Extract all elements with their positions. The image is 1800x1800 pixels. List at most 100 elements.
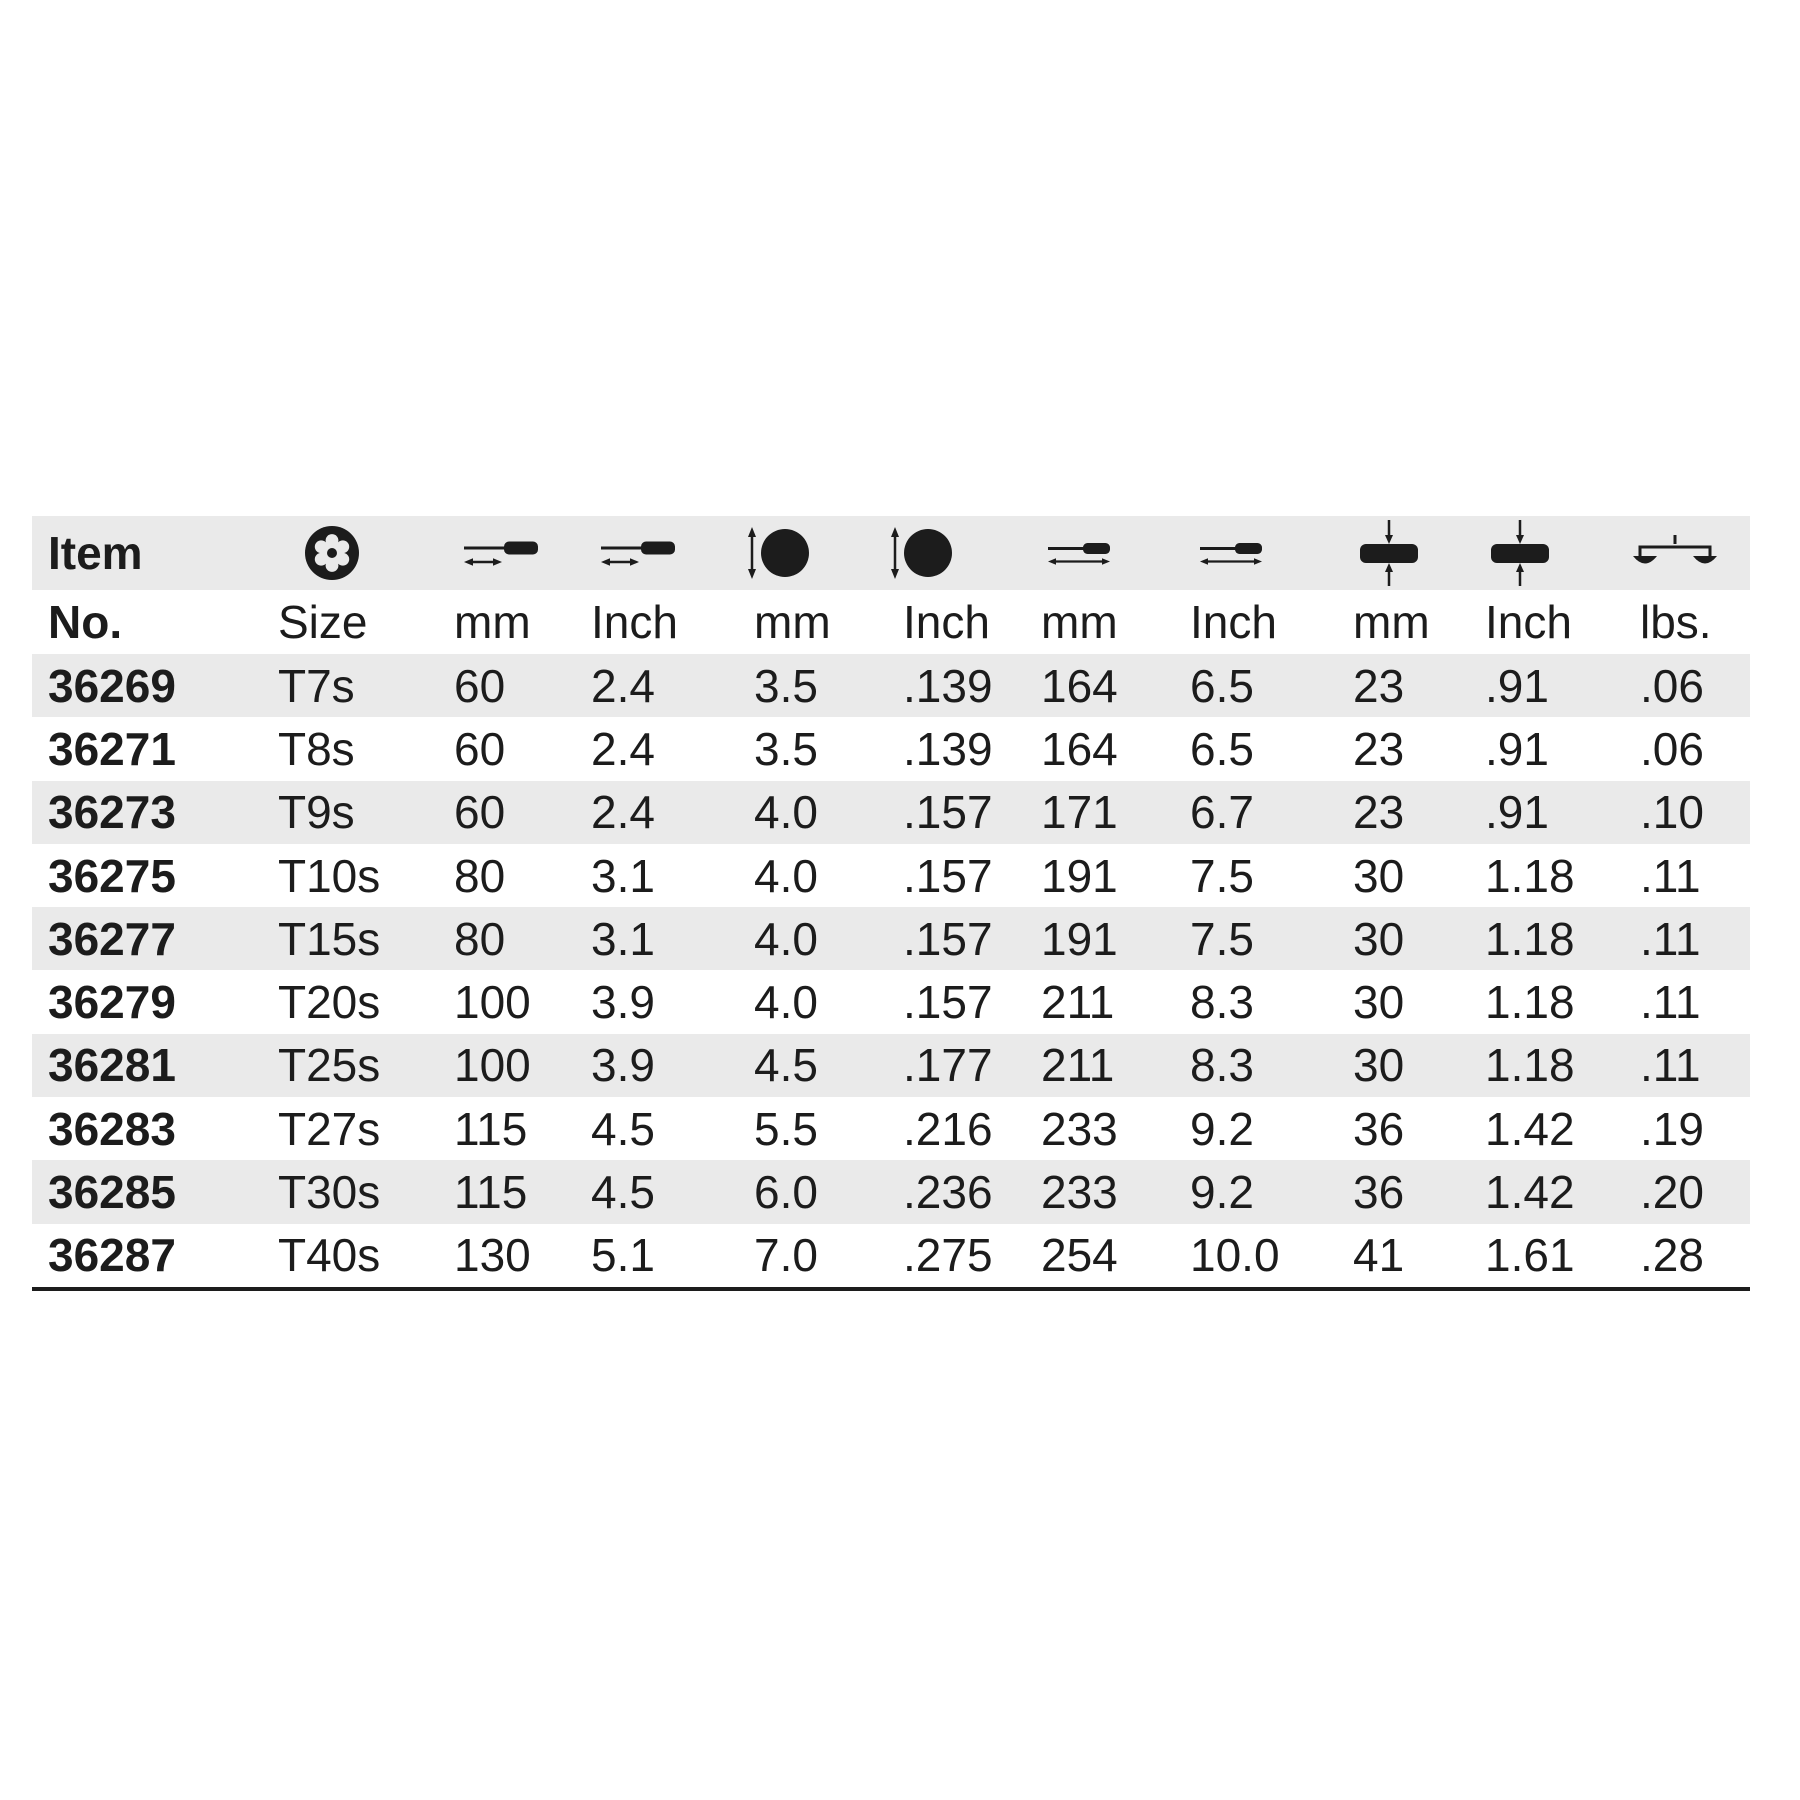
cell-overall-length-inch: 8.3 (1190, 1039, 1254, 1092)
cell-handle-diameter-inch: 1.42 (1485, 1166, 1575, 1219)
table-header-icon-row: Item (32, 516, 1750, 590)
cell-blade-diameter-mm: 4.0 (754, 786, 818, 839)
table-row: 36271 T8s 60 2.4 3.5 .139 164 6.5 23 .91 .06 (32, 717, 1750, 781)
cell-overall-length-mm: 211 (1041, 976, 1115, 1029)
cell-size: T8s (278, 722, 355, 775)
cell-blade-diameter-mm: 3.5 (754, 722, 818, 775)
table-row: 36269 T7s 60 2.4 3.5 .139 164 6.5 23 .91 .06 (32, 654, 1750, 718)
cell-overall-length-mm: 164 (1041, 722, 1118, 775)
cell-handle-diameter-mm: 23 (1353, 786, 1405, 839)
cell-handle-diameter-inch: 1.18 (1485, 1039, 1575, 1092)
cell-blade-length-mm: 115 (454, 1166, 528, 1219)
column-label-handle-diameter-inch: Inch (1485, 596, 1572, 648)
cell-overall-length-mm: 211 (1041, 1039, 1115, 1092)
cell-size: T27s (278, 1102, 381, 1155)
cell-weight-lbs: .20 (1640, 1166, 1704, 1219)
cell-handle-diameter-inch: 1.61 (1485, 1229, 1575, 1282)
cell-weight-lbs: .11 (1640, 1039, 1701, 1092)
cell-overall-length-mm: 254 (1041, 1229, 1118, 1282)
cell-blade-length-inch: 2.4 (591, 722, 655, 775)
cell-size: T7s (278, 659, 355, 712)
table-row: 36277 T15s 80 3.1 4.0 .157 191 7.5 30 1.18 .11 (32, 907, 1750, 971)
cell-size: T30s (278, 1166, 381, 1219)
cell-blade-length-mm: 100 (454, 976, 531, 1029)
cell-blade-diameter-inch: .139 (903, 722, 993, 775)
cell-overall-length-inch: 9.2 (1190, 1102, 1254, 1155)
cell-blade-diameter-inch: .216 (903, 1102, 993, 1155)
cell-overall-length-mm: 233 (1041, 1166, 1118, 1219)
cell-handle-diameter-mm: 30 (1353, 849, 1405, 902)
cell-blade-length-mm: 100 (454, 1039, 531, 1092)
cell-blade-length-inch: 3.1 (591, 912, 655, 965)
cell-handle-diameter-mm: 23 (1353, 722, 1405, 775)
cell-handle-diameter-mm: 36 (1353, 1166, 1405, 1219)
cell-handle-diameter-inch: 1.42 (1485, 1102, 1575, 1155)
cell-size: T10s (278, 849, 381, 902)
cell-overall-length-mm: 164 (1041, 659, 1118, 712)
scale-icon (1633, 535, 1717, 564)
column-label-overall-length-mm: mm (1041, 596, 1118, 648)
cell-blade-length-mm: 80 (454, 912, 506, 965)
header-item-label: Item (48, 527, 143, 579)
cell-size: T20s (278, 976, 381, 1029)
size-column-header (278, 524, 454, 582)
cell-blade-diameter-inch: .139 (903, 659, 993, 712)
table-row: 36281 T25s 100 3.9 4.5 .177 211 8.3 30 1.18 .11 (32, 1033, 1750, 1098)
cell-overall-length-inch: 9.2 (1190, 1166, 1254, 1219)
overall-length-mm-column-header (1041, 540, 1190, 566)
cell-weight-lbs: .19 (1640, 1102, 1704, 1155)
cell-blade-diameter-inch: .157 (903, 912, 993, 965)
cell-item-no: 36269 (48, 659, 176, 712)
cell-overall-length-mm: 233 (1041, 1102, 1118, 1155)
cell-overall-length-inch: 7.5 (1190, 849, 1254, 902)
column-label-handle-diameter-mm: mm (1353, 596, 1430, 648)
blade-diameter-icon (891, 527, 952, 579)
cell-item-no: 36275 (48, 849, 176, 902)
column-label-size: Size (278, 596, 368, 648)
cell-blade-diameter-mm: 4.5 (754, 1039, 818, 1092)
cell-item-no: 36279 (48, 976, 176, 1029)
cell-handle-diameter-inch: 1.18 (1485, 849, 1575, 902)
cell-overall-length-mm: 191 (1041, 912, 1118, 965)
cell-weight-lbs: .28 (1640, 1229, 1704, 1282)
column-label-item-no: No. (48, 596, 123, 648)
blade-diameter-icon (748, 527, 809, 579)
cell-blade-length-inch: 4.5 (591, 1102, 655, 1155)
cell-blade-length-inch: 2.4 (591, 659, 655, 712)
cell-blade-length-inch: 3.9 (591, 1039, 655, 1092)
table-row: 36283 T27s 115 4.5 5.5 .216 233 9.2 36 1.42 .19 (32, 1097, 1750, 1161)
weight-column-header (1633, 535, 1750, 571)
cell-blade-length-inch: 3.1 (591, 849, 655, 902)
table-header-label-row: No. Size mm Inch mm Inch mm Inch mm Inch… (32, 590, 1750, 654)
handle-diameter-icon (1360, 520, 1418, 586)
cell-size: T15s (278, 912, 381, 965)
cell-blade-length-inch: 5.1 (591, 1229, 655, 1282)
cell-item-no: 36281 (48, 1039, 176, 1092)
column-label-blade-length-inch: Inch (591, 596, 678, 648)
column-label-weight-lbs: lbs. (1640, 596, 1712, 648)
cell-blade-length-mm: 60 (454, 722, 506, 775)
column-label-blade-diameter-mm: mm (754, 596, 831, 648)
cell-size: T40s (278, 1229, 381, 1282)
cell-overall-length-inch: 6.5 (1190, 722, 1254, 775)
cell-overall-length-inch: 6.7 (1190, 786, 1254, 839)
cell-handle-diameter-mm: 30 (1353, 976, 1405, 1029)
overall-length-icon (1048, 543, 1110, 565)
cell-blade-diameter-mm: 7.0 (754, 1229, 818, 1282)
cell-blade-diameter-mm: 3.5 (754, 659, 818, 712)
cell-overall-length-inch: 8.3 (1190, 976, 1254, 1029)
cell-handle-diameter-inch: .91 (1485, 786, 1549, 839)
handle-diameter-mm-column-header (1353, 520, 1485, 586)
cell-blade-length-inch: 3.9 (591, 976, 655, 1029)
cell-overall-length-inch: 7.5 (1190, 912, 1254, 965)
cell-blade-diameter-mm: 4.0 (754, 912, 818, 965)
column-label-overall-length-inch: Inch (1190, 596, 1277, 648)
cell-blade-diameter-inch: .236 (903, 1166, 993, 1219)
cell-handle-diameter-mm: 41 (1353, 1229, 1405, 1282)
cell-item-no: 36273 (48, 786, 176, 839)
table-row: 36287 T40s 130 5.1 7.0 .275 254 10.0 41 1.61 .28 (32, 1223, 1750, 1287)
spec-table: Item (32, 516, 1750, 1291)
cell-blade-diameter-inch: .157 (903, 849, 993, 902)
blade-length-inch-column-header (591, 539, 754, 567)
